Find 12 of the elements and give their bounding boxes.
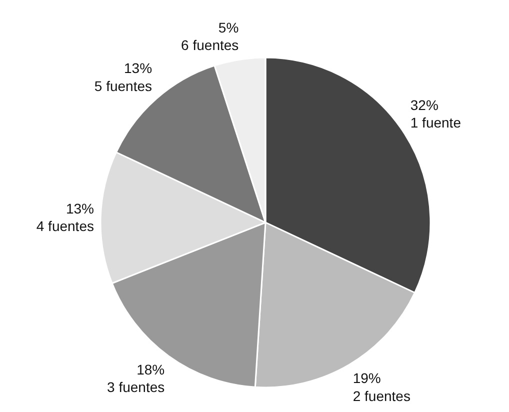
data-label: 18% bbox=[136, 361, 165, 378]
data-label: 13% bbox=[124, 60, 152, 76]
data-label: 13% bbox=[66, 200, 94, 216]
slice-label: 5 fuentes bbox=[94, 78, 152, 94]
slice-label: 6 fuentes bbox=[181, 37, 239, 54]
slice-label: 2 fuentes bbox=[352, 388, 410, 404]
data-label: 19% bbox=[352, 370, 381, 386]
slice-label: 3 fuentes bbox=[107, 378, 165, 395]
data-label: 32% bbox=[410, 96, 438, 113]
slice-label: 1 fuente bbox=[410, 114, 462, 131]
slice-label: 4 fuentes bbox=[36, 218, 94, 234]
data-label: 5% bbox=[218, 19, 239, 36]
